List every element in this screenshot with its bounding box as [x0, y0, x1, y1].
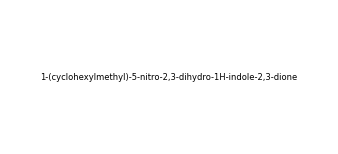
Text: 1-(cyclohexylmethyl)-5-nitro-2,3-dihydro-1H-indole-2,3-dione: 1-(cyclohexylmethyl)-5-nitro-2,3-dihydro… [40, 73, 298, 81]
